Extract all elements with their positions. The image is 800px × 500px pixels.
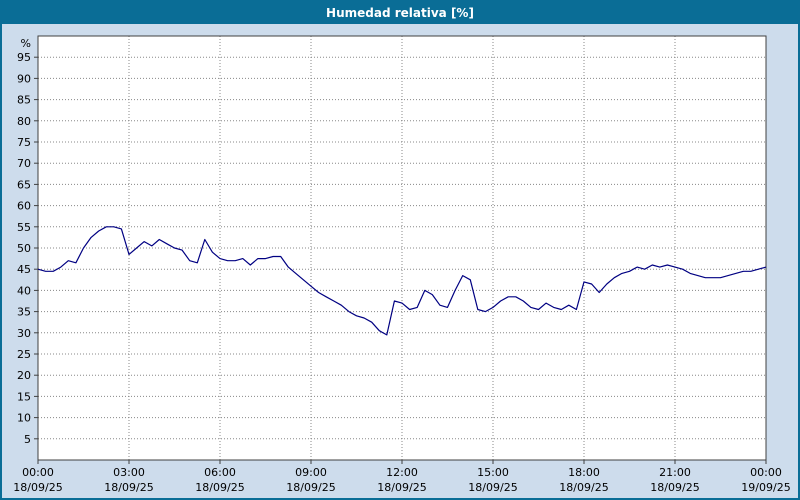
y-tick-label: 15 [17,390,31,403]
humidity-line-chart: 5 10 15 20 25 30 35 40 45 50 55 60 65 70 75 80 85 90 95 00:… [13,35,791,494]
x-tick-label: 09:00 [295,466,327,479]
x-tick-label: 06:00 [204,466,236,479]
y-tick-label: 75 [17,136,31,149]
y-tick-label: 65 [17,178,31,191]
y-tick-label: 90 [17,72,31,85]
y-tick-label: 55 [17,221,31,234]
chart-title: Humedad relativa [%] [326,6,474,20]
x-tick-label: 18:00 [568,466,600,479]
y-tick-label: 50 [17,242,31,255]
titlebar: Humedad relativa [%] [2,2,798,24]
plot-border [37,35,767,461]
x-date-label: 18/09/25 [286,481,335,494]
x-date-label: 18/09/25 [13,481,62,494]
y-tick-label: 35 [17,306,31,319]
y-tick-label: 85 [17,94,31,107]
x-tick-label: 21:00 [659,466,691,479]
x-date-label: 18/09/25 [104,481,153,494]
x-date-label: 19/09/25 [741,481,790,494]
y-tick-label: 5 [24,433,31,446]
y-tick-label: 10 [17,412,31,425]
x-date-label: 18/09/25 [468,481,517,494]
x-tick-label: 15:00 [477,466,509,479]
x-tick-label: 00:00 [22,466,54,479]
y-tick-label: 80 [17,115,31,128]
y-tick-label: 20 [17,369,31,382]
x-date-label: 18/09/25 [377,481,426,494]
x-date-label: 18/09/25 [559,481,608,494]
y-tick-label: 30 [17,327,31,340]
x-date-label: 18/09/25 [650,481,699,494]
y-tick-label: 40 [17,284,31,297]
y-tick-label: 60 [17,200,31,213]
x-date-label: 18/09/25 [195,481,244,494]
y-tick-label: 70 [17,157,31,170]
humidity-series-line [37,226,767,336]
x-tick-label: 03:00 [113,466,145,479]
chart-content-area: 5 10 15 20 25 30 35 40 45 50 55 60 65 70 75 80 85 90 95 00:… [2,24,798,498]
y-tick-label: 45 [17,263,31,276]
y-tick-label: 95 [17,51,31,64]
x-tick-label: 00:00 [750,466,782,479]
y-tick-label: 25 [17,348,31,361]
y-axis-unit-label: % [21,37,31,50]
x-tick-label: 12:00 [386,466,418,479]
